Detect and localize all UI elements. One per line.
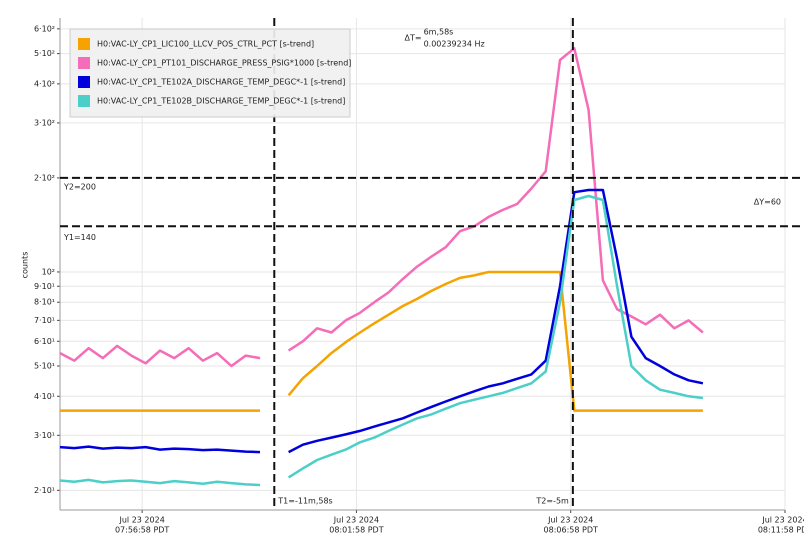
x-tick-label: Jul 23 2024 [547, 516, 593, 525]
y-tick-label: 4·10¹ [34, 392, 55, 401]
legend-label: H0:VAC-LY_CP1_TE102A_DISCHARGE_TEMP_DEGC… [97, 78, 345, 87]
y-tick-label: 2·10¹ [34, 486, 55, 495]
x-tick-label: 08:11:58 PDT [758, 526, 804, 535]
y-tick-label: 6·10² [34, 24, 55, 33]
delta-t-value: 6m,58s [424, 28, 454, 37]
delta-t-freq: 0.00239234 Hz [424, 40, 485, 49]
y-tick-label: 5·10¹ [34, 362, 55, 371]
x-tick-label: Jul 23 2024 [761, 516, 804, 525]
y-cursor-label: Y2=200 [63, 182, 96, 191]
y-tick-label: 10² [42, 267, 55, 276]
y-tick-label: 6·10¹ [34, 337, 55, 346]
legend-label: H0:VAC-LY_CP1_LIC100_LLCV_POS_CTRL_PCT [… [97, 40, 314, 49]
y-tick-label: 4·10² [34, 79, 55, 88]
x-cursor-label: T1=-11m,58s [277, 497, 332, 506]
series-line [287, 270, 703, 412]
x-tick-label: 08:01:58 PDT [329, 526, 383, 535]
x-tick-label: 07:56:58 PDT [115, 526, 169, 535]
x-tick-label: 08:06:58 PDT [544, 526, 598, 535]
legend-swatch [78, 57, 90, 69]
x-tick-label: Jul 23 2024 [119, 516, 165, 525]
legend-swatch [78, 38, 90, 50]
series-line [288, 188, 704, 454]
legend-label: H0:VAC-LY_CP1_PT101_DISCHARGE_PRESS_PSIG… [97, 59, 351, 68]
series-line [59, 344, 261, 368]
x-tick-label: Jul 23 2024 [333, 516, 379, 525]
series-line [59, 478, 261, 487]
y-axis-label: counts [21, 252, 30, 279]
delta-y-label: ΔY=60 [754, 198, 781, 207]
y-tick-label: 9·10¹ [34, 282, 55, 291]
series-line [59, 445, 261, 454]
series-line [287, 47, 704, 352]
y-cursor-label: Y1=140 [63, 233, 96, 242]
legend-swatch [78, 95, 90, 107]
y-tick-label: 3·10² [34, 118, 55, 127]
legend-label: H0:VAC-LY_CP1_TE102B_DISCHARGE_TEMP_DEGC… [97, 97, 345, 106]
delta-t-label: ΔT= [405, 34, 422, 43]
x-cursor-label: T2=-5m [535, 497, 569, 506]
legend-box [69, 28, 351, 118]
legend-swatch [78, 76, 90, 88]
series-line [287, 194, 704, 479]
y-tick-label: 2·10² [34, 173, 55, 182]
y-tick-label: 5·10² [34, 49, 55, 58]
y-tick-label: 7·10¹ [34, 316, 55, 325]
y-tick-label: 3·10¹ [34, 431, 55, 440]
y-tick-label: 8·10¹ [34, 298, 55, 307]
